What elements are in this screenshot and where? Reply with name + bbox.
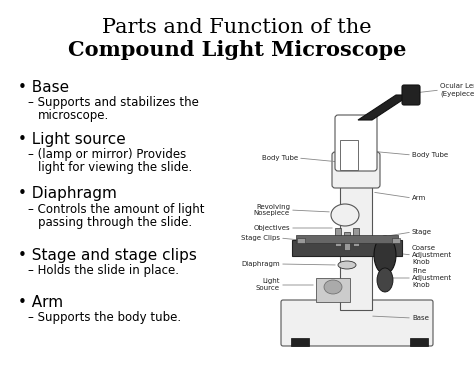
Polygon shape xyxy=(358,95,410,120)
Bar xyxy=(353,228,359,246)
Bar xyxy=(292,240,402,256)
Ellipse shape xyxy=(338,261,356,269)
Ellipse shape xyxy=(374,236,396,274)
Text: • Light source: • Light source xyxy=(18,132,126,147)
Bar xyxy=(340,170,372,310)
Text: Ocular Lens
(Eyepiece): Ocular Lens (Eyepiece) xyxy=(440,83,474,97)
Ellipse shape xyxy=(324,280,342,294)
Bar xyxy=(344,232,350,250)
Text: Arm: Arm xyxy=(412,195,426,201)
Text: – Holds the slide in place.: – Holds the slide in place. xyxy=(28,264,179,277)
Text: passing through the slide.: passing through the slide. xyxy=(38,216,192,229)
Bar xyxy=(392,238,400,243)
Text: – Supports and stabilizes the: – Supports and stabilizes the xyxy=(28,96,199,109)
Bar xyxy=(316,278,350,302)
Text: – (lamp or mirror) Provides: – (lamp or mirror) Provides xyxy=(28,148,186,161)
Bar xyxy=(410,338,428,346)
Bar xyxy=(291,338,309,346)
Text: Revolving
Nosepiece: Revolving Nosepiece xyxy=(254,204,290,216)
Bar xyxy=(296,235,398,243)
Ellipse shape xyxy=(377,268,393,292)
Text: – Supports the body tube.: – Supports the body tube. xyxy=(28,311,181,324)
Text: Body Tube: Body Tube xyxy=(412,152,448,158)
Text: Light
Source: Light Source xyxy=(256,278,280,292)
Ellipse shape xyxy=(331,204,359,226)
FancyBboxPatch shape xyxy=(281,300,433,346)
Text: Compound Light Microscope: Compound Light Microscope xyxy=(68,40,406,60)
Text: Coarse
Adjustment
Knob: Coarse Adjustment Knob xyxy=(412,245,452,265)
Text: Objectives: Objectives xyxy=(254,225,290,231)
Text: Diaphragm: Diaphragm xyxy=(241,261,280,267)
Text: Parts and Function of the: Parts and Function of the xyxy=(102,18,372,37)
Text: Body Tube: Body Tube xyxy=(262,155,298,161)
Text: Stage Clips: Stage Clips xyxy=(241,235,280,241)
FancyBboxPatch shape xyxy=(402,85,420,105)
Bar xyxy=(297,238,305,243)
Bar xyxy=(340,140,358,170)
Text: light for viewing the slide.: light for viewing the slide. xyxy=(38,161,192,174)
Text: Base: Base xyxy=(412,315,429,321)
Text: • Stage and stage clips: • Stage and stage clips xyxy=(18,248,197,263)
Text: Stage: Stage xyxy=(412,229,432,235)
Text: • Arm: • Arm xyxy=(18,295,63,310)
Text: • Base: • Base xyxy=(18,80,69,95)
Bar xyxy=(335,228,341,246)
Text: – Controls the amount of light: – Controls the amount of light xyxy=(28,203,204,216)
Text: Fine
Adjustment
Knob: Fine Adjustment Knob xyxy=(412,268,452,288)
FancyBboxPatch shape xyxy=(335,115,377,171)
Text: • Diaphragm: • Diaphragm xyxy=(18,186,117,201)
FancyBboxPatch shape xyxy=(332,152,380,188)
Text: microscope.: microscope. xyxy=(38,109,109,122)
